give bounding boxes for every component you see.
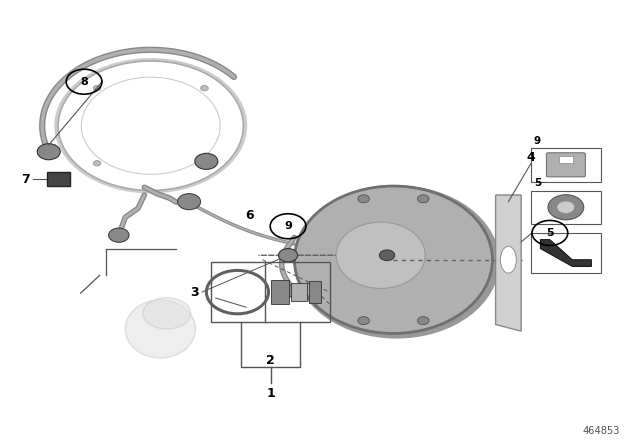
Bar bbox=[531, 148, 601, 181]
Circle shape bbox=[109, 228, 129, 242]
Ellipse shape bbox=[500, 246, 516, 273]
Circle shape bbox=[557, 201, 575, 214]
Circle shape bbox=[200, 86, 208, 91]
Circle shape bbox=[177, 194, 200, 210]
Circle shape bbox=[548, 195, 584, 220]
Text: 5: 5 bbox=[546, 228, 554, 238]
Ellipse shape bbox=[143, 297, 191, 329]
Bar bbox=[308, 281, 321, 303]
Text: 7: 7 bbox=[20, 173, 29, 186]
Bar bbox=[559, 156, 573, 163]
Circle shape bbox=[93, 86, 101, 91]
Circle shape bbox=[358, 195, 369, 203]
Text: 6: 6 bbox=[246, 209, 254, 222]
Circle shape bbox=[278, 249, 298, 262]
Text: 3: 3 bbox=[190, 286, 198, 299]
Text: 2: 2 bbox=[266, 354, 275, 367]
Circle shape bbox=[55, 59, 246, 193]
Polygon shape bbox=[495, 195, 521, 331]
Bar bbox=[211, 262, 330, 322]
Circle shape bbox=[358, 317, 369, 325]
Bar bbox=[47, 172, 70, 186]
Circle shape bbox=[285, 284, 304, 297]
Ellipse shape bbox=[294, 186, 499, 338]
Circle shape bbox=[380, 250, 395, 261]
Text: 8: 8 bbox=[80, 77, 88, 87]
Ellipse shape bbox=[125, 300, 195, 358]
Circle shape bbox=[37, 144, 60, 160]
Ellipse shape bbox=[294, 186, 492, 333]
Text: 9: 9 bbox=[534, 136, 541, 146]
Text: 5: 5 bbox=[534, 178, 541, 188]
FancyBboxPatch shape bbox=[547, 153, 586, 177]
Text: 9: 9 bbox=[284, 221, 292, 231]
Circle shape bbox=[93, 161, 101, 166]
Text: 464853: 464853 bbox=[582, 426, 620, 436]
Text: 1: 1 bbox=[266, 387, 275, 400]
Text: 4: 4 bbox=[526, 151, 535, 164]
Bar bbox=[291, 283, 307, 301]
Bar bbox=[271, 280, 289, 304]
Bar bbox=[531, 190, 601, 224]
Ellipse shape bbox=[336, 222, 425, 289]
Circle shape bbox=[195, 153, 218, 169]
Circle shape bbox=[417, 195, 429, 203]
Circle shape bbox=[58, 61, 243, 190]
Bar bbox=[531, 233, 601, 273]
Circle shape bbox=[417, 317, 429, 325]
Polygon shape bbox=[540, 240, 591, 267]
Circle shape bbox=[200, 161, 208, 166]
